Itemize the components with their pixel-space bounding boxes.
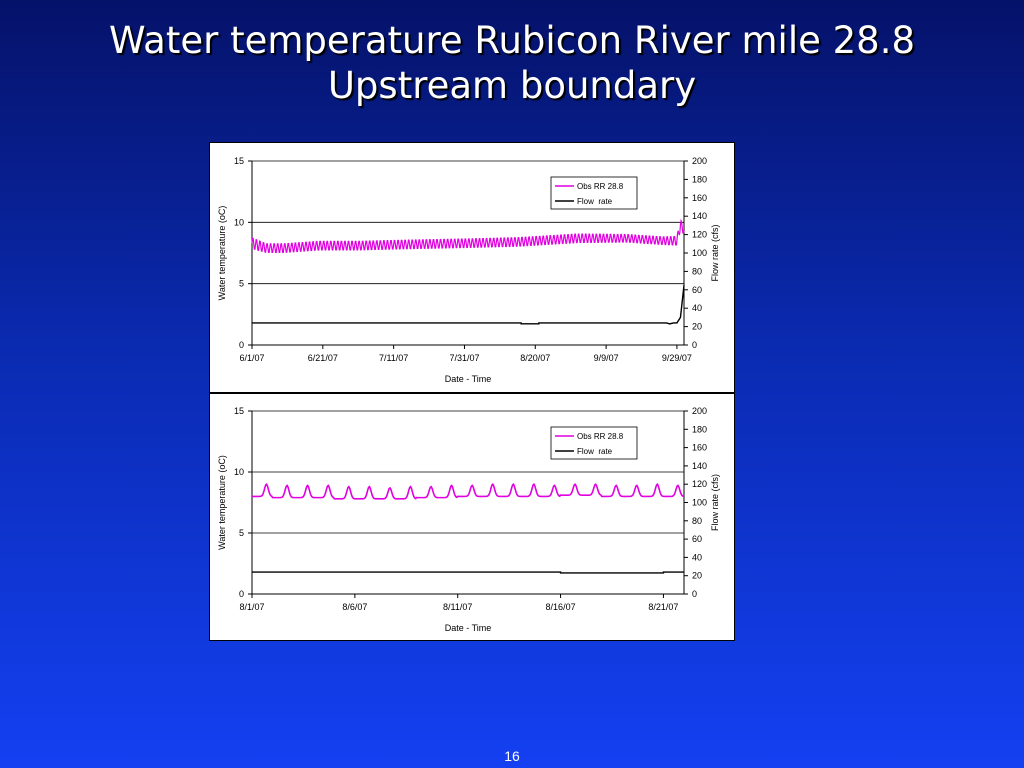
y-tick-label: 10 (234, 217, 244, 227)
y2-tick-label: 160 (692, 443, 707, 453)
y2-tick-label: 200 (692, 406, 707, 416)
chart-panel-august: 0 5 10 15 0 20 40 60 80 100 120 140 160 180 200 8/1/07 8… (209, 393, 735, 641)
legend-label-flow: Flow rate (577, 197, 613, 206)
y2-tick-label: 180 (692, 174, 707, 184)
x-tick-label: 6/21/07 (308, 353, 338, 363)
y2-tick-label: 180 (692, 424, 707, 434)
legend-label-flow: Flow rate (577, 447, 613, 456)
temperature-flow-chart-2: 0 5 10 15 0 20 40 60 80 100 120 140 160 180 200 8/1/07 8… (217, 406, 720, 633)
y2-tick-label: 60 (692, 534, 702, 544)
x-tick-label: 6/1/07 (239, 353, 264, 363)
y2-tick-label: 40 (692, 552, 702, 562)
y2-tick-label: 20 (692, 571, 702, 581)
y-axis-label: Water temperature (oC) (217, 206, 227, 301)
x-tick-label: 8/16/07 (546, 602, 576, 612)
x-tick-label: 9/9/07 (594, 353, 619, 363)
x-tick-label: 8/21/07 (648, 602, 678, 612)
temperature-series-line (251, 482, 685, 500)
temperature-flow-chart-1: 0 5 10 15 0 20 40 60 80 100 120 140 160 180 200 6/1/07 6… (217, 156, 720, 384)
y-tick-label: 0 (239, 340, 244, 350)
chart-panel-june-september: 0 5 10 15 0 20 40 60 80 100 120 140 160 180 200 6/1/07 6… (209, 142, 735, 393)
temperature-series-line (251, 218, 685, 253)
legend-box (550, 176, 638, 210)
y2-tick-label: 20 (692, 322, 702, 332)
y2-tick-label: 120 (692, 479, 707, 489)
x-tick-label: 9/29/07 (662, 353, 692, 363)
y-tick-label: 5 (239, 528, 244, 538)
y2-tick-label: 160 (692, 193, 707, 203)
y2-tick-label: 200 (692, 156, 707, 166)
y2-tick-label: 120 (692, 230, 707, 240)
y-axis-label: Water temperature (oC) (217, 455, 227, 550)
legend-label-temperature: Obs RR 28.8 (577, 432, 624, 441)
x-tick-label: 7/31/07 (449, 353, 479, 363)
x-tick-label: 8/20/07 (520, 353, 550, 363)
flow-series-line (252, 285, 685, 325)
y2-tick-label: 80 (692, 266, 702, 276)
y2-tick-label: 0 (692, 340, 697, 350)
y2-tick-label: 140 (692, 461, 707, 471)
x-tick-label: 8/11/07 (443, 602, 472, 612)
legend-label-temperature: Obs RR 28.8 (577, 182, 624, 191)
y-tick-label: 5 (239, 279, 244, 289)
x-axis-label: Date - Time (445, 623, 492, 633)
slide-title-line-2: Upstream boundary (327, 64, 697, 107)
x-tick-label: 8/1/07 (239, 602, 264, 612)
x-tick-label: 7/11/07 (379, 353, 408, 363)
y2-axis-label: Flow rate (cfs) (710, 224, 720, 281)
y2-tick-label: 0 (692, 589, 697, 599)
y2-tick-label: 60 (692, 285, 702, 295)
slide-title-line-1: Water temperature Rubicon River mile 28.… (108, 19, 916, 62)
page-number: 16 (504, 748, 520, 764)
y2-tick-label: 140 (692, 211, 707, 221)
legend-box (550, 426, 638, 460)
y2-tick-label: 40 (692, 303, 702, 313)
y-tick-label: 15 (234, 156, 244, 166)
y2-axis-label: Flow rate (cfs) (710, 474, 720, 531)
x-axis-label: Date - Time (445, 374, 492, 384)
y2-tick-label: 100 (692, 498, 707, 508)
flow-series-line (252, 571, 684, 574)
y-tick-label: 0 (239, 589, 244, 599)
y-tick-label: 10 (234, 467, 244, 477)
y2-tick-label: 80 (692, 516, 702, 526)
y2-tick-label: 100 (692, 248, 707, 258)
slide-title: Water temperature Rubicon River mile 28.… (0, 18, 1024, 108)
y-tick-label: 15 (234, 406, 244, 416)
x-tick-label: 8/6/07 (342, 602, 367, 612)
